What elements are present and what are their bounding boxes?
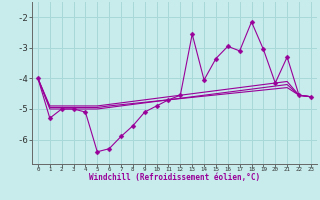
X-axis label: Windchill (Refroidissement éolien,°C): Windchill (Refroidissement éolien,°C) bbox=[89, 173, 260, 182]
